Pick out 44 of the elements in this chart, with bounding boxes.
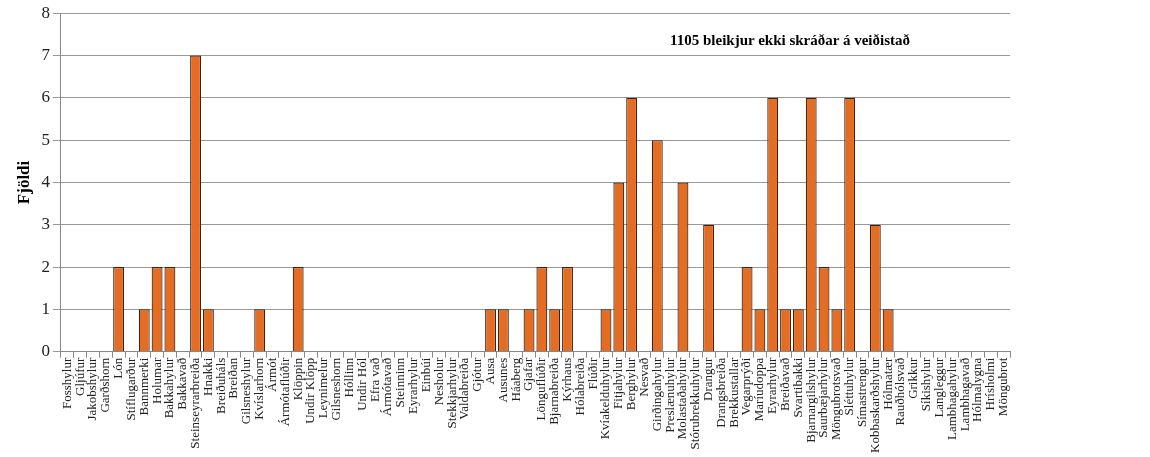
- x-tick-label: Rauðhólsvað: [892, 357, 908, 426]
- x-tick-label: Breiðuháls: [212, 357, 228, 415]
- x-tick-label: Klöppin: [289, 357, 305, 401]
- x-tick-label: Breiðan: [225, 357, 241, 399]
- y-tick-label: 8: [41, 2, 50, 22]
- y-axis-title: Fjöldi: [13, 160, 33, 205]
- x-tick-label: Kýrhaus: [558, 357, 574, 402]
- x-tick-label: Bjarnargilshylur: [802, 357, 818, 443]
- y-tick-label: 1: [41, 298, 50, 318]
- x-tick-label: Hnakki: [199, 357, 215, 396]
- x-tick-label: Girðingahylur: [648, 357, 664, 432]
- y-tick-label: 5: [41, 129, 50, 149]
- y-tick-label: 4: [41, 171, 51, 191]
- x-tick-label: Steinninn: [392, 357, 408, 408]
- x-tick-label: Stekkjarhylur: [443, 357, 459, 429]
- x-tick-label: Ausunes: [494, 357, 510, 403]
- x-tick-label: Fosshylur: [58, 357, 74, 409]
- x-tick-label: Möngubrot: [995, 357, 1011, 417]
- x-tick-label: Hóllinn: [340, 357, 356, 398]
- x-tick-label: Eyrarhylur: [405, 357, 421, 414]
- x-tick-label: Ármótavað: [379, 357, 395, 417]
- y-tick-label: 6: [41, 87, 50, 107]
- x-tick-label: Efra vað: [366, 357, 382, 403]
- annotation: 1105 bleikjur ekki skráðar á veiðistað: [670, 32, 910, 49]
- y-tick-label: 0: [41, 341, 50, 361]
- x-tick-label: Kvíakelduhylur: [597, 357, 613, 440]
- x-tick-label: Ármót: [263, 357, 279, 392]
- y-tick-label: 7: [41, 44, 51, 64]
- y-tick-label: 2: [41, 256, 50, 276]
- x-tick-label: Holumar: [148, 357, 164, 404]
- x-tick-label: Nesholur: [430, 357, 446, 406]
- x-tick-label: Gilsneshylur: [238, 357, 254, 425]
- x-tick-label: Bakkahylur: [161, 357, 177, 419]
- x-tick-label: Undir Hól: [353, 357, 369, 411]
- x-tick-label: Síkishylur: [918, 357, 934, 412]
- x-tick-label: Gjótur: [469, 357, 485, 392]
- x-tick-label: Steinseyrarbreiða: [186, 357, 202, 449]
- x-tick-label: Háaberg: [507, 357, 523, 402]
- y-tick-label: 3: [41, 214, 50, 234]
- x-tick-label: Grikkur: [905, 357, 921, 399]
- x-tick-label: Vegarprýði: [738, 357, 754, 416]
- x-tick-label: Svartibakki: [789, 357, 805, 418]
- x-tick-label: Flúðir: [584, 357, 600, 390]
- x-tick-label: Ármótaflúðir: [276, 357, 292, 427]
